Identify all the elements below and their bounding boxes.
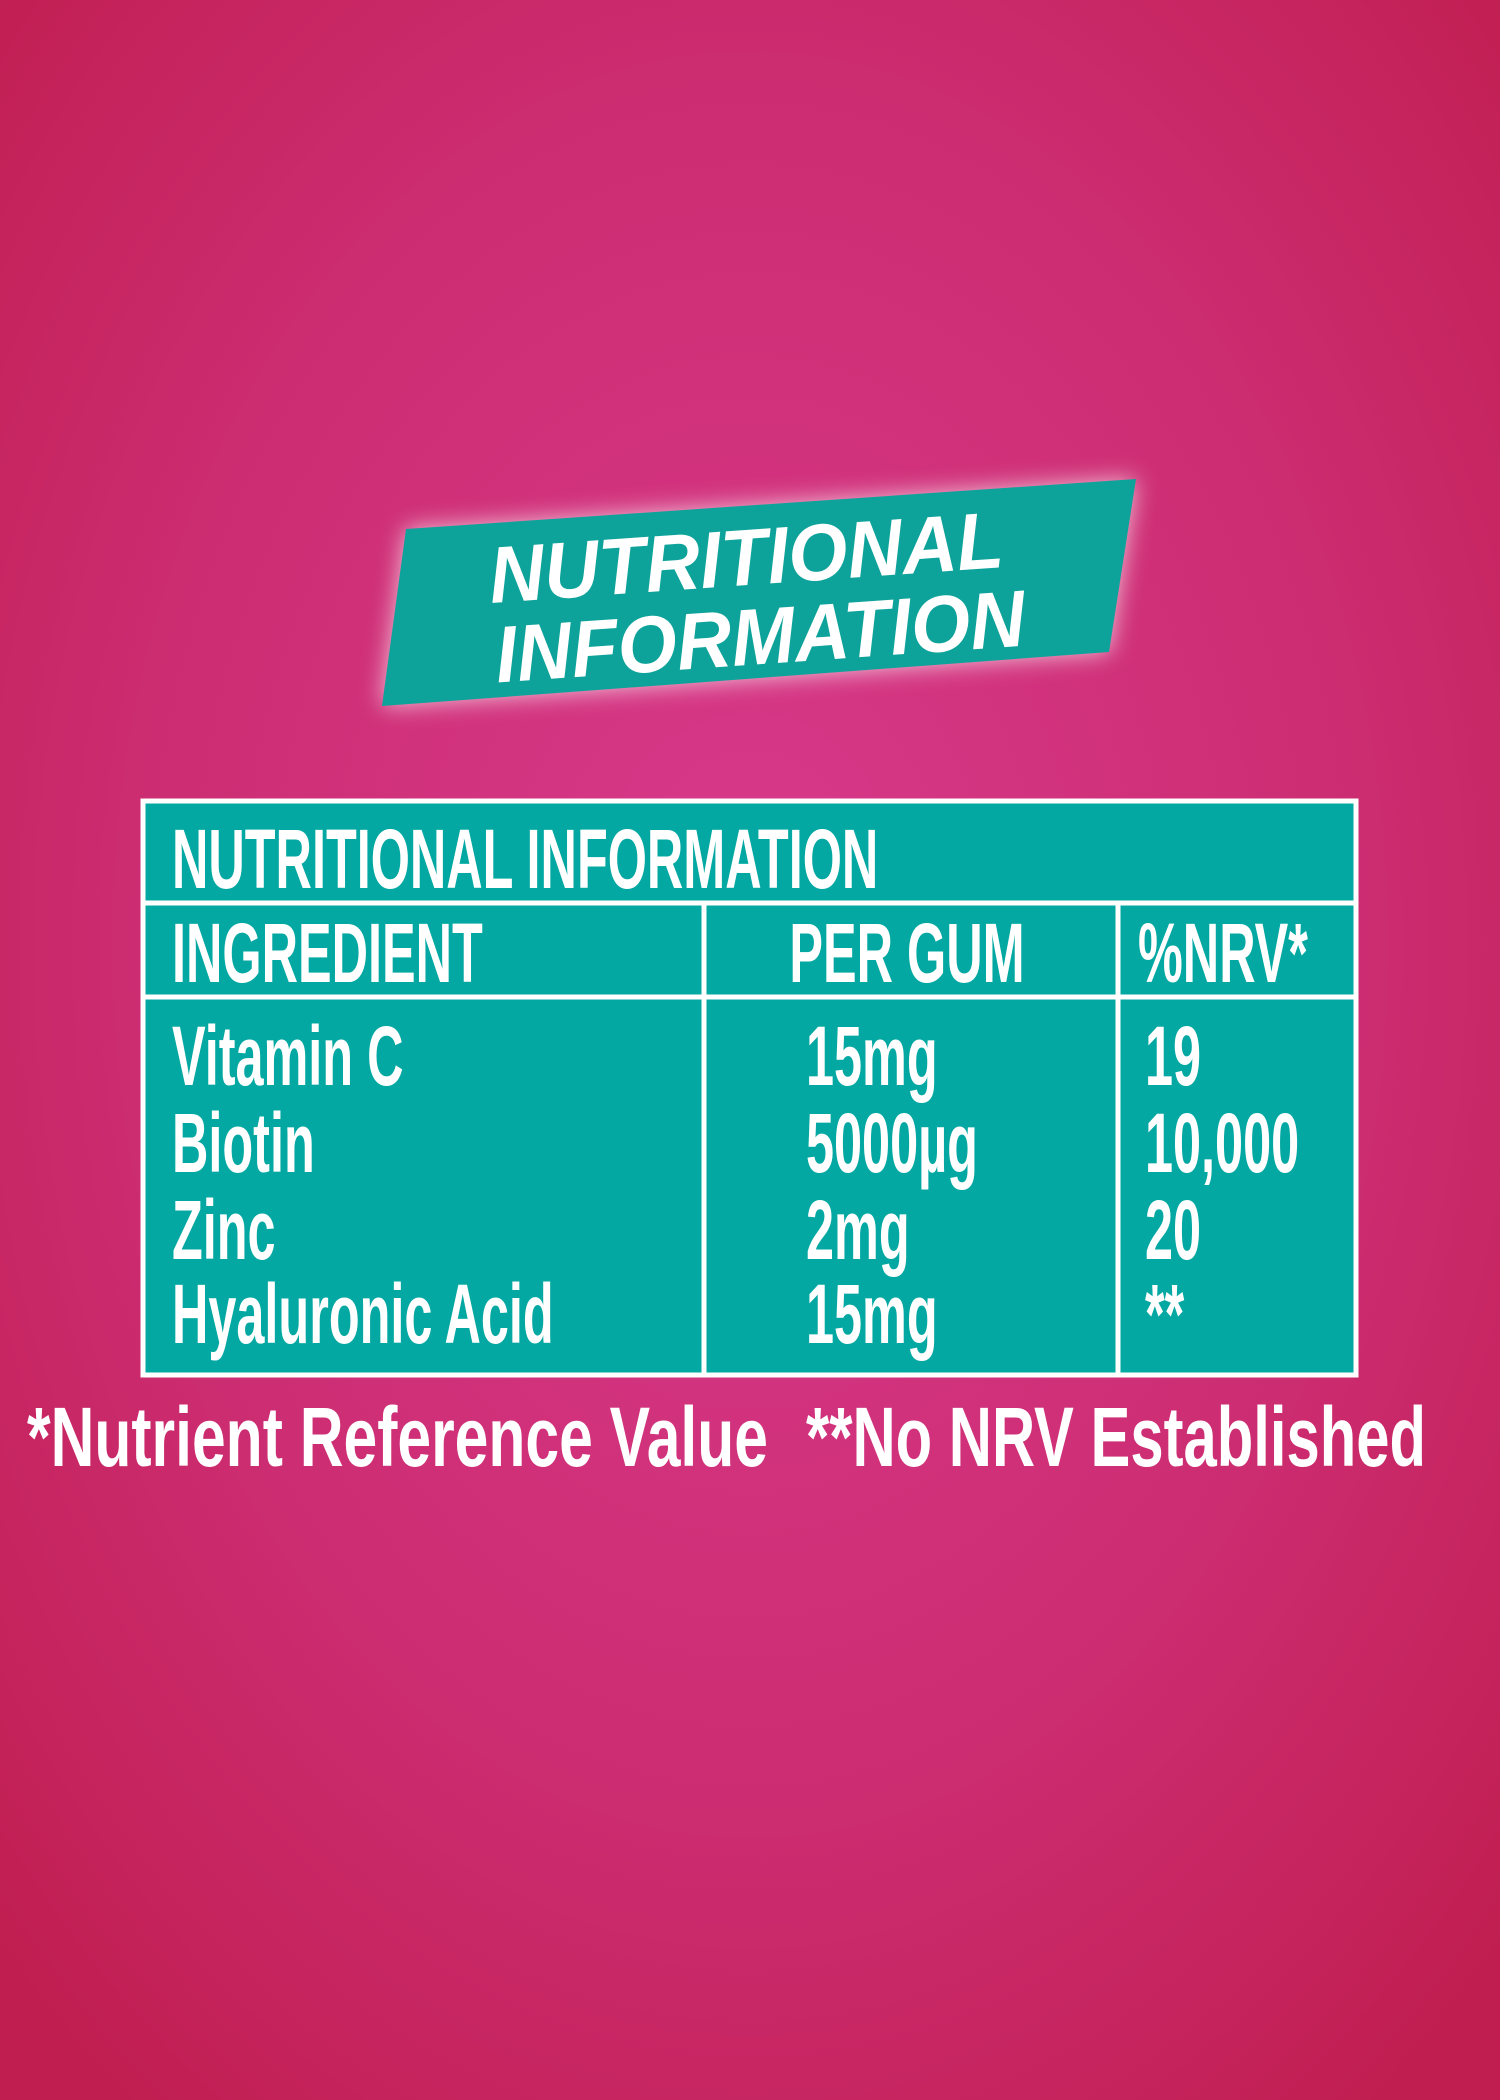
table-cell: 15mg	[806, 1009, 938, 1104]
table-cell: 10,000	[1145, 1096, 1299, 1191]
table-title: NUTRITIONAL INFORMATION	[172, 812, 878, 907]
table-cell: 15mg	[806, 1267, 938, 1362]
column-header: INGREDIENT	[172, 906, 483, 1001]
table-cell: Vitamin C	[172, 1009, 403, 1104]
footnote: *Nutrient Reference Value	[27, 1390, 768, 1484]
banner	[382, 479, 1136, 706]
table-cell: 2mg	[806, 1183, 910, 1278]
table-cell: Biotin	[172, 1096, 315, 1191]
column-header: PER GUM	[789, 906, 1024, 1001]
table-cell: Hyaluronic Acid	[172, 1267, 554, 1362]
table-cell: Zinc	[172, 1183, 276, 1278]
table-frame	[140, 798, 1359, 1378]
table-cell: 20	[1145, 1183, 1201, 1278]
footnote: **No NRV Established	[806, 1390, 1426, 1484]
table-cell: 5000µg	[806, 1096, 978, 1191]
column-header: %NRV*	[1138, 906, 1308, 1001]
table-cell: 19	[1145, 1009, 1201, 1104]
table-cell: **	[1145, 1267, 1184, 1362]
